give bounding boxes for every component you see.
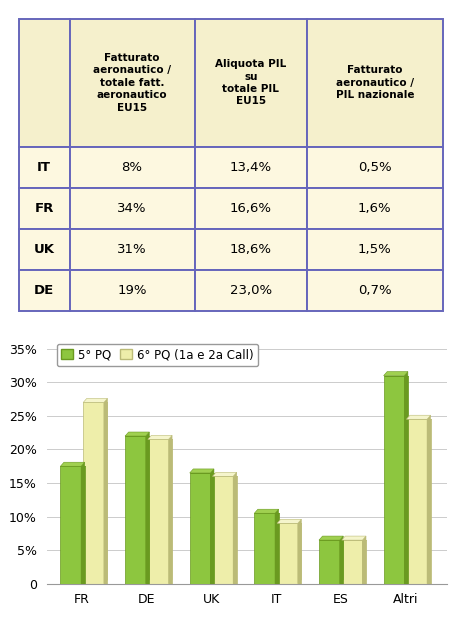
Text: 16,6%: 16,6% bbox=[230, 202, 272, 215]
Text: IT: IT bbox=[37, 161, 51, 174]
Text: 31%: 31% bbox=[117, 243, 147, 256]
Polygon shape bbox=[363, 536, 366, 584]
Polygon shape bbox=[169, 440, 172, 584]
Polygon shape bbox=[148, 440, 169, 584]
Polygon shape bbox=[104, 402, 108, 584]
Bar bbox=[195, 19, 307, 147]
Polygon shape bbox=[340, 536, 343, 584]
Polygon shape bbox=[363, 540, 366, 584]
Polygon shape bbox=[146, 432, 149, 584]
Bar bbox=[195, 188, 307, 229]
Bar bbox=[69, 229, 195, 270]
Polygon shape bbox=[146, 436, 149, 584]
Bar bbox=[19, 147, 69, 188]
Polygon shape bbox=[212, 473, 237, 476]
Polygon shape bbox=[81, 462, 85, 584]
Polygon shape bbox=[275, 509, 279, 584]
Polygon shape bbox=[233, 473, 237, 584]
Text: Fatturato
aeronautico /
PIL nazionale: Fatturato aeronautico / PIL nazionale bbox=[336, 65, 414, 100]
Text: 1,6%: 1,6% bbox=[358, 202, 391, 215]
Text: 0,7%: 0,7% bbox=[358, 284, 391, 297]
Text: 19%: 19% bbox=[117, 284, 147, 297]
Polygon shape bbox=[83, 402, 104, 584]
Text: 1,5%: 1,5% bbox=[358, 243, 392, 256]
Bar bbox=[307, 147, 443, 188]
Polygon shape bbox=[427, 419, 431, 584]
Bar bbox=[19, 19, 69, 147]
Legend: 5° PQ, 6° PQ (1a e 2a Call): 5° PQ, 6° PQ (1a e 2a Call) bbox=[56, 344, 258, 366]
Polygon shape bbox=[406, 415, 431, 419]
Polygon shape bbox=[406, 419, 427, 584]
Polygon shape bbox=[81, 466, 85, 584]
Polygon shape bbox=[427, 415, 431, 584]
Polygon shape bbox=[340, 540, 343, 584]
Text: 0,5%: 0,5% bbox=[358, 161, 391, 174]
Polygon shape bbox=[275, 513, 279, 584]
Polygon shape bbox=[298, 519, 302, 584]
Polygon shape bbox=[254, 513, 275, 584]
Polygon shape bbox=[125, 436, 146, 584]
Polygon shape bbox=[319, 536, 343, 540]
Bar bbox=[307, 270, 443, 310]
Polygon shape bbox=[104, 399, 108, 584]
Polygon shape bbox=[384, 371, 408, 376]
Polygon shape bbox=[148, 435, 172, 440]
Text: 34%: 34% bbox=[117, 202, 147, 215]
Bar bbox=[69, 270, 195, 310]
Polygon shape bbox=[233, 476, 237, 584]
Bar bbox=[69, 19, 195, 147]
Polygon shape bbox=[404, 376, 408, 584]
Polygon shape bbox=[342, 536, 366, 540]
Text: 18,6%: 18,6% bbox=[230, 243, 272, 256]
Bar bbox=[195, 147, 307, 188]
Text: Fatturato
aeronautico /
totale fatt.
aeronautico
EU15: Fatturato aeronautico / totale fatt. aer… bbox=[93, 53, 171, 112]
Bar bbox=[19, 229, 69, 270]
Polygon shape bbox=[83, 399, 108, 402]
Polygon shape bbox=[342, 540, 363, 584]
Bar bbox=[195, 229, 307, 270]
Polygon shape bbox=[61, 466, 81, 584]
Polygon shape bbox=[190, 473, 210, 584]
Polygon shape bbox=[190, 469, 214, 473]
Bar bbox=[69, 147, 195, 188]
Bar bbox=[69, 188, 195, 229]
Bar bbox=[19, 188, 69, 229]
Bar bbox=[307, 188, 443, 229]
Polygon shape bbox=[61, 462, 85, 466]
Polygon shape bbox=[277, 524, 298, 584]
Polygon shape bbox=[169, 435, 172, 584]
Text: 13,4%: 13,4% bbox=[230, 161, 272, 174]
Polygon shape bbox=[210, 473, 214, 584]
Polygon shape bbox=[254, 509, 279, 513]
Bar bbox=[307, 229, 443, 270]
Text: 8%: 8% bbox=[122, 161, 143, 174]
Polygon shape bbox=[277, 519, 302, 524]
Text: 23,0%: 23,0% bbox=[230, 284, 272, 297]
Polygon shape bbox=[212, 476, 233, 584]
Text: FR: FR bbox=[34, 202, 54, 215]
Polygon shape bbox=[298, 524, 302, 584]
Bar bbox=[19, 270, 69, 310]
Polygon shape bbox=[319, 540, 340, 584]
Text: Aliquota PIL
su
totale PIL
EU15: Aliquota PIL su totale PIL EU15 bbox=[215, 59, 287, 106]
Polygon shape bbox=[125, 432, 149, 436]
Polygon shape bbox=[404, 371, 408, 584]
Text: UK: UK bbox=[34, 243, 55, 256]
Polygon shape bbox=[210, 469, 214, 584]
Bar bbox=[307, 19, 443, 147]
Polygon shape bbox=[384, 376, 404, 584]
Text: DE: DE bbox=[34, 284, 54, 297]
Bar bbox=[195, 270, 307, 310]
